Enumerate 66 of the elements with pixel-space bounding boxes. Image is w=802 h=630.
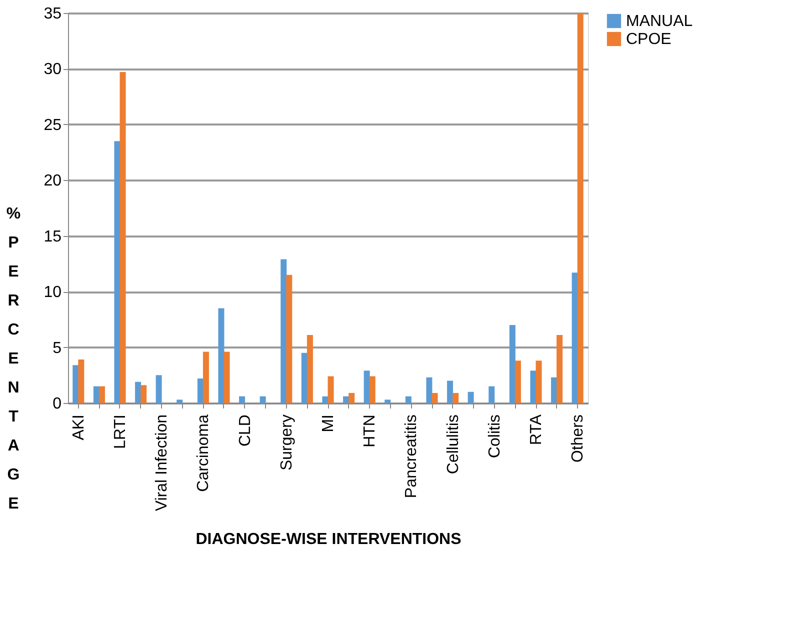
- bar: [114, 141, 120, 403]
- bar: [93, 386, 100, 403]
- bar: [98, 386, 105, 403]
- x-tick-label: CLD: [236, 414, 254, 447]
- bar: [322, 396, 328, 403]
- bar: [447, 380, 454, 403]
- bar: [286, 274, 292, 403]
- bar: [301, 352, 308, 403]
- y-tick-label: 25: [44, 116, 62, 134]
- x-tick-label: Cellulitis: [444, 414, 462, 474]
- legend-label: CPOE: [626, 31, 672, 48]
- bar: [306, 335, 313, 403]
- x-tick-label: Pancreatitis: [403, 414, 420, 498]
- bar: [514, 360, 521, 403]
- bar: [556, 335, 563, 403]
- y-tick-label: 0: [52, 396, 62, 412]
- bar: [452, 392, 459, 403]
- y-tick-label: 5: [52, 340, 62, 357]
- y-tick-label: 20: [44, 172, 62, 190]
- y-tick-label: 15: [44, 228, 62, 246]
- bar: [197, 378, 204, 403]
- bar: [577, 13, 584, 403]
- bar: [328, 376, 334, 403]
- y-tick-label: 30: [44, 61, 62, 78]
- bar: [260, 396, 266, 403]
- text: %PERCENTAGE: [6, 206, 21, 512]
- bar: [426, 377, 432, 403]
- x-tick-label: RTA: [528, 414, 545, 446]
- bar: [405, 396, 412, 403]
- bar: [364, 370, 370, 403]
- bar: [384, 400, 391, 403]
- bar: [369, 376, 376, 403]
- bar: [509, 325, 516, 403]
- x-tick-label: Viral Infection: [154, 414, 171, 512]
- x-tick-label: HTN: [362, 414, 379, 448]
- bar: [72, 365, 79, 403]
- x-tick-label: Others: [570, 414, 587, 463]
- x-tick-label: MI: [320, 414, 337, 432]
- bar: [218, 308, 224, 403]
- y-tick-label: 35: [44, 6, 62, 22]
- x-tick-label: LRTI: [112, 414, 129, 449]
- bar: [348, 392, 355, 403]
- x-tick-label: AKI: [70, 414, 88, 440]
- bar: [572, 272, 578, 403]
- x-tick-label: Surgery: [278, 414, 296, 471]
- x-tick-label: Colitis: [486, 414, 504, 458]
- bar: [488, 386, 495, 403]
- bar: [156, 375, 162, 403]
- bar: [536, 360, 542, 403]
- bar: [280, 259, 287, 403]
- bar: [202, 352, 209, 403]
- bar: [140, 385, 147, 403]
- bar: [176, 400, 183, 403]
- y-tick-label: 10: [44, 284, 62, 302]
- bar: [120, 72, 126, 403]
- bar: [135, 382, 142, 403]
- bar: [224, 352, 230, 403]
- bar: [530, 370, 536, 403]
- bar: [239, 396, 246, 403]
- bar: [78, 360, 84, 403]
- x-tick-label: Carcinoma: [195, 414, 212, 492]
- legend-label: MANUAL: [626, 13, 693, 30]
- bar: [551, 377, 558, 403]
- bar: [432, 392, 438, 403]
- bar: [468, 392, 474, 403]
- x-axis-title: DIAGNOSE-WISE INTERVENTIONS: [196, 531, 462, 548]
